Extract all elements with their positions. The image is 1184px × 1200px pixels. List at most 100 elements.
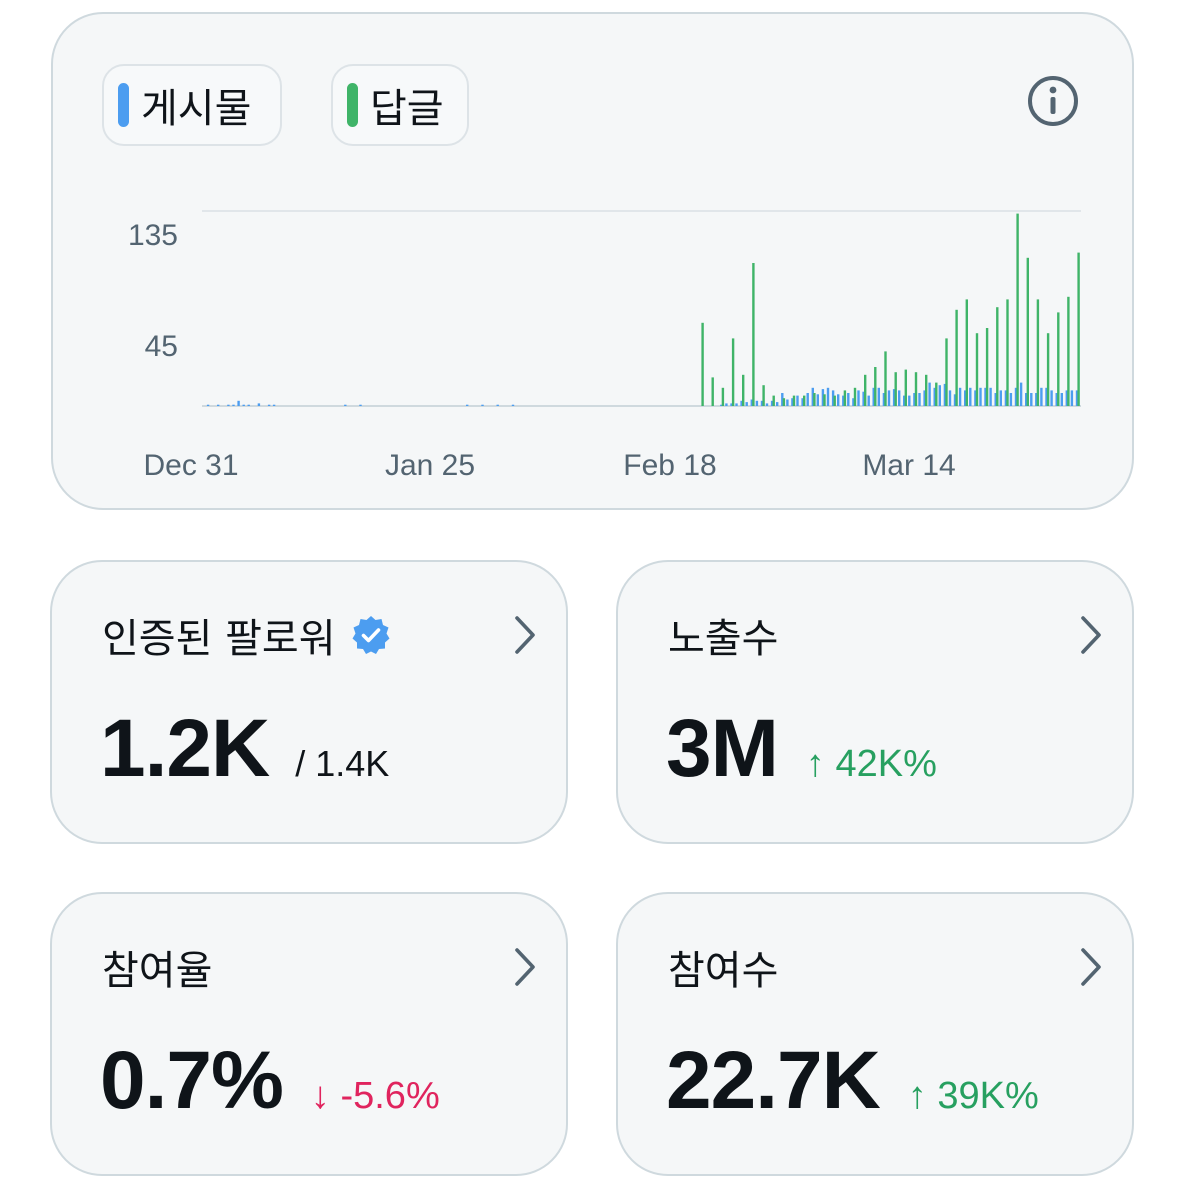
replies-bar	[772, 395, 775, 406]
posts-bar	[1060, 393, 1063, 406]
posts-bar	[786, 399, 789, 406]
engagements-card[interactable]: 참여수 22.7K ↑ 39K%	[616, 892, 1134, 1176]
posts-bar	[974, 390, 977, 406]
replies-bar	[742, 374, 745, 406]
posts-bar	[887, 390, 891, 406]
chevron-right-icon[interactable]	[1078, 946, 1104, 988]
posts-bar	[750, 399, 753, 406]
posts-bar	[806, 393, 809, 406]
posts-bar	[206, 404, 210, 406]
stat-value-row: 0.7% ↓ -5.6%	[100, 1034, 440, 1128]
activity-chart-card: 게시물 답글 135 45 Dec 31 Jan 25 Feb 18 Mar 1…	[51, 12, 1134, 510]
posts-bar	[867, 395, 870, 406]
engagement-rate-card[interactable]: 참여율 0.7% ↓ -5.6%	[50, 892, 568, 1176]
posts-bar	[933, 387, 936, 406]
posts-bar	[842, 395, 845, 406]
card-title: 참여수	[668, 938, 778, 996]
engagements-value: 22.7K	[666, 1035, 881, 1126]
posts-bar	[928, 382, 931, 406]
legend-posts-toggle[interactable]: 게시물	[102, 64, 282, 146]
replies-bar	[1036, 299, 1040, 406]
impressions-card[interactable]: 노출수 3M ↑ 42K%	[616, 560, 1134, 844]
replies-bar	[752, 263, 755, 406]
posts-bar	[969, 387, 972, 406]
posts-bar	[755, 400, 759, 406]
activity-chart: 135 45 Dec 31 Jan 25 Feb 18 Mar 14	[128, 210, 1081, 482]
impressions-delta: ↑ 42K%	[805, 743, 937, 785]
posts-bar	[247, 404, 250, 406]
stat-value-row: 3M ↑ 42K%	[666, 702, 937, 796]
posts-bar	[831, 390, 835, 406]
card-title: 노출수	[668, 606, 778, 664]
info-icon[interactable]	[1026, 74, 1080, 128]
replies-bar	[1067, 296, 1070, 406]
posts-bar	[760, 400, 764, 406]
x-tick-label: Dec 31	[143, 449, 238, 482]
impressions-title: 노출수	[668, 616, 779, 662]
posts-bar	[217, 404, 220, 406]
posts-bar	[242, 404, 245, 406]
posts-bar	[272, 404, 276, 406]
posts-bar	[730, 403, 733, 406]
posts-bar	[872, 387, 875, 406]
posts-bar	[1070, 390, 1074, 406]
replies-bar	[864, 374, 867, 406]
posts-bar	[821, 389, 825, 406]
posts-bar	[943, 383, 947, 406]
posts-bar	[882, 393, 886, 406]
posts-bar	[257, 403, 261, 406]
chevron-right-icon[interactable]	[512, 614, 538, 656]
posts-bar	[267, 404, 271, 406]
replies-bar	[1057, 312, 1060, 406]
y-tick-label: 45	[145, 330, 178, 363]
replies-bar	[975, 333, 979, 406]
posts-bar	[898, 390, 901, 406]
legend-replies-toggle[interactable]: 답글	[331, 64, 469, 146]
posts-bar	[1030, 393, 1033, 406]
x-tick-label: Mar 14	[862, 449, 955, 482]
posts-bar	[481, 404, 484, 406]
chevron-right-icon[interactable]	[1078, 614, 1104, 656]
posts-bar	[511, 404, 515, 406]
posts-bar	[979, 387, 982, 406]
replies-bar	[1046, 333, 1050, 406]
card-title: 참여율	[102, 938, 212, 996]
posts-bar	[999, 390, 1002, 406]
verified-followers-value: 1.2K	[100, 703, 270, 794]
chevron-right-icon[interactable]	[512, 946, 538, 988]
posts-bar	[232, 404, 235, 406]
posts-bar	[1019, 382, 1023, 406]
replies-bar	[711, 377, 714, 406]
posts-bar	[948, 390, 952, 406]
replies-bar	[843, 390, 847, 406]
posts-bar	[964, 390, 967, 406]
replies-bar	[985, 328, 989, 406]
posts-bar	[1014, 387, 1018, 406]
posts-bar	[816, 394, 819, 406]
replies-bar	[965, 299, 968, 406]
posts-bar	[1065, 390, 1068, 406]
engagements-delta: ↑ 39K%	[907, 1075, 1039, 1117]
posts-bar	[857, 390, 860, 406]
replies-bar	[874, 367, 877, 406]
posts-bar	[1045, 387, 1048, 406]
verified-followers-total: / 1.4K	[295, 743, 390, 784]
engagements-title: 참여수	[668, 948, 779, 994]
posts-bar	[908, 395, 911, 406]
posts-bar	[837, 394, 840, 406]
replies-bar	[721, 387, 725, 406]
verified-followers-card[interactable]: 인증된 팔로워 1.2K / 1.4K	[50, 560, 568, 844]
legend-replies-label: 답글	[370, 86, 444, 132]
x-tick-label: Jan 25	[385, 449, 475, 482]
posts-series	[206, 382, 1079, 406]
verified-badge-icon	[352, 616, 390, 654]
posts-bar	[1004, 390, 1008, 406]
replies-bar	[803, 395, 806, 406]
replies-bar	[1026, 257, 1029, 406]
replies-bar	[833, 395, 836, 406]
posts-bar	[765, 403, 769, 406]
posts-bar	[720, 404, 723, 406]
posts-bar	[938, 385, 941, 406]
posts-bar	[811, 387, 814, 406]
legend-posts-label: 게시물	[141, 86, 252, 132]
